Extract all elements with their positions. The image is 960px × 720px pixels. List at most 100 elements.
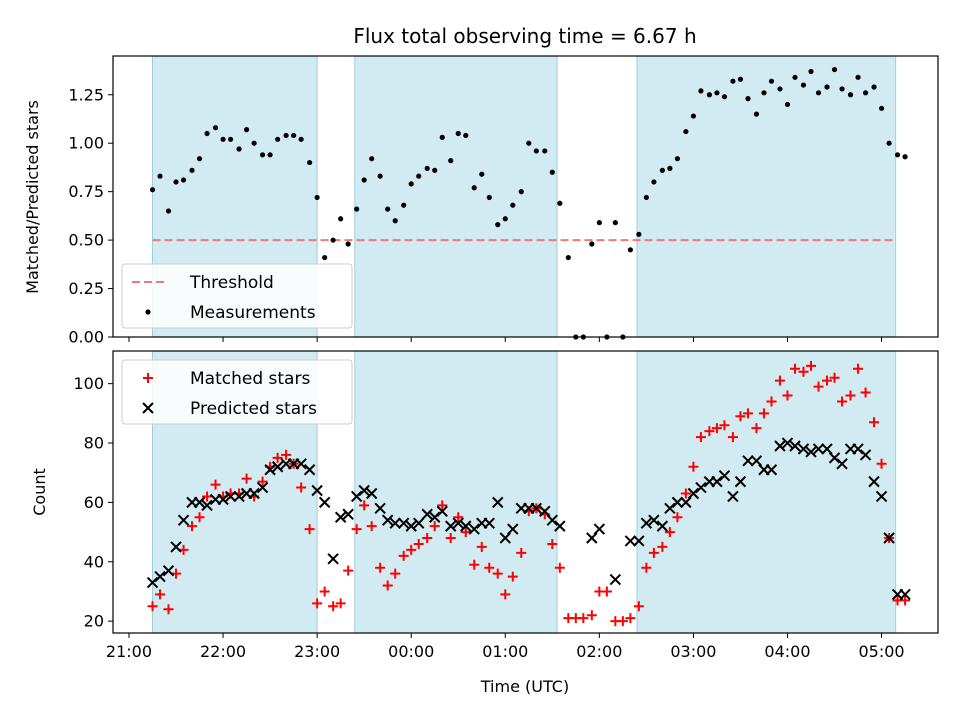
predicted-star-marker — [327, 553, 339, 565]
matched-star-marker — [742, 408, 753, 419]
measurement-point — [902, 154, 908, 160]
matched-star-marker — [296, 482, 307, 493]
matched-star-marker — [782, 390, 793, 401]
observing-window — [636, 55, 897, 338]
measurement-point — [721, 94, 728, 100]
legend-box — [121, 263, 353, 329]
matched-star-marker — [821, 375, 832, 386]
measurement-point — [831, 66, 838, 73]
measurement-point — [486, 194, 492, 201]
matched-star-marker — [453, 512, 464, 523]
measurement-point — [227, 136, 234, 142]
count-frame — [112, 350, 939, 634]
predicted-star-marker — [593, 523, 606, 535]
measurement-point — [894, 152, 901, 158]
matched-star-marker — [586, 610, 597, 621]
y-tick-label: 0.75 — [68, 182, 104, 201]
measurement-point — [338, 216, 344, 222]
measurement-point — [847, 92, 854, 98]
matched-star-marker — [257, 476, 268, 487]
matched-star-marker — [398, 550, 409, 561]
observing-window — [354, 55, 558, 338]
measurement-point — [730, 78, 736, 84]
matched-star-marker — [869, 417, 880, 428]
measurement-point — [674, 156, 681, 162]
measurement-point — [298, 136, 304, 142]
matched-star-marker — [853, 363, 864, 374]
predicted-star-marker — [711, 475, 723, 488]
measurement-point — [432, 167, 438, 173]
predicted-star-marker — [797, 443, 810, 455]
measurement-point — [361, 177, 367, 183]
matched-star-marker — [359, 500, 370, 511]
predicted-star-marker — [805, 446, 817, 458]
predicted-star-marker — [718, 469, 731, 482]
predicted-star-marker — [217, 493, 229, 506]
measurement-point — [526, 140, 532, 146]
matched-star-marker — [601, 586, 612, 597]
matched-star-marker — [460, 527, 471, 538]
measurement-point — [196, 156, 203, 162]
matched-star-marker — [876, 458, 887, 469]
measurement-point — [549, 169, 555, 175]
predicted-star-marker — [146, 576, 159, 589]
matched-star-marker — [617, 616, 628, 627]
x-tick-label: 05:00 — [859, 642, 905, 661]
predicted-star-marker — [201, 499, 213, 512]
measurement-point — [636, 231, 642, 237]
measurement-point — [439, 134, 445, 140]
predicted-star-marker — [334, 511, 347, 523]
ratio-y-label: Matched/Predicted stars — [23, 100, 42, 294]
measurement-point — [401, 202, 407, 208]
predicted-star-marker — [765, 464, 778, 476]
matched-star-marker — [155, 589, 166, 600]
matched-star-marker — [375, 562, 386, 573]
legend-box — [121, 359, 353, 425]
measurement-point — [455, 130, 461, 137]
predicted-star-marker — [303, 464, 316, 476]
measurement-point — [502, 216, 508, 222]
matched-star-marker — [845, 390, 856, 401]
matched-star-marker — [484, 562, 495, 573]
measurement-point — [862, 90, 869, 96]
matched-star-marker — [351, 524, 362, 535]
measurement-point — [385, 206, 391, 212]
matched-star-marker — [900, 595, 911, 606]
matched-star-marker — [382, 580, 393, 591]
predicted-star-marker — [389, 517, 401, 529]
x-tick-label: 02:00 — [576, 642, 622, 661]
y-tick-label: 100 — [73, 374, 104, 393]
predicted-star-marker — [311, 484, 323, 497]
measurement-point — [557, 200, 563, 206]
measurement-point — [745, 96, 751, 102]
matched-star-marker — [751, 423, 762, 434]
ratio-panel: 0.00 0.25 0.50 0.75 1.00 1.25 Matched/Predict… — [23, 55, 939, 347]
measurement-point — [204, 130, 210, 137]
predicted-star-marker — [664, 502, 676, 515]
predicted-star-marker — [742, 455, 754, 467]
matched-star-marker — [633, 601, 644, 612]
predicted-star-marker — [546, 514, 559, 526]
matched-star-marker — [187, 521, 198, 532]
matched-star-marker — [328, 601, 339, 612]
matched-star-marker — [272, 452, 283, 463]
predicted-star-marker — [734, 475, 747, 488]
measurement-point — [330, 237, 336, 243]
predicted-star-marker — [256, 481, 269, 494]
matched-star-marker — [366, 521, 377, 532]
predicted-star-marker — [413, 517, 425, 529]
matched-star-marker — [704, 426, 715, 437]
matched-star-marker — [516, 547, 527, 558]
measurement-point — [369, 156, 375, 162]
predicted-star-marker — [224, 490, 237, 503]
predicted-star-marker — [727, 490, 739, 503]
matched-star-marker — [829, 372, 840, 383]
measurement-point — [878, 105, 885, 111]
predicted-star-marker — [812, 443, 825, 455]
measurement-point — [855, 74, 861, 80]
predicted-star-marker — [365, 487, 378, 500]
y-tick-label: 60 — [84, 493, 104, 512]
predicted-star-marker — [781, 437, 794, 449]
predicted-star-marker — [397, 517, 410, 529]
legend-label: Measurements — [190, 303, 316, 323]
